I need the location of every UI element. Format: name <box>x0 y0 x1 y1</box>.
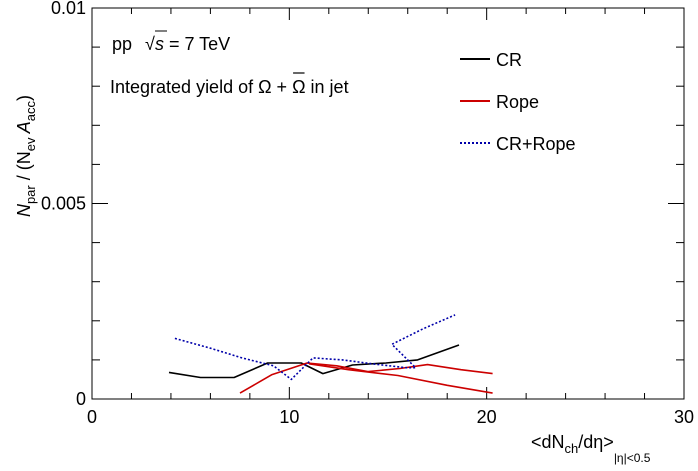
y-tick-label: 0.01 <box>51 0 86 18</box>
y-tick-label: 0.005 <box>41 194 86 214</box>
y-axis-title: Npar / (Nev Aacc) <box>14 95 38 217</box>
yield-annotation: Integrated yield of Ω + Ω in jet <box>110 77 349 97</box>
x-tick-label: 30 <box>674 407 694 427</box>
legend-label-cr: CR <box>496 50 522 70</box>
legend: CR Rope CR+Rope <box>460 50 576 154</box>
series-line-cr-rope <box>174 314 456 381</box>
axes: 0 10 20 30 0 0.005 0.01 <box>41 0 694 427</box>
series-layer <box>168 314 493 394</box>
series-line-rope <box>239 362 493 394</box>
legend-label-cr-rope: CR+Rope <box>496 134 576 154</box>
series-line-rope <box>308 363 493 394</box>
x-tick-label: 0 <box>87 407 97 427</box>
x-axis-title: <dNch/dη>|η|<0.5 <box>531 432 651 465</box>
x-tick-label: 10 <box>279 407 299 427</box>
series-line-cr <box>168 344 460 379</box>
energy-annotation: pp √s = 7 TeV <box>112 34 230 54</box>
y-tick-label: 0 <box>76 389 86 409</box>
x-tick-label: 20 <box>477 407 497 427</box>
plot-frame <box>91 7 685 400</box>
legend-label-rope: Rope <box>496 92 539 112</box>
